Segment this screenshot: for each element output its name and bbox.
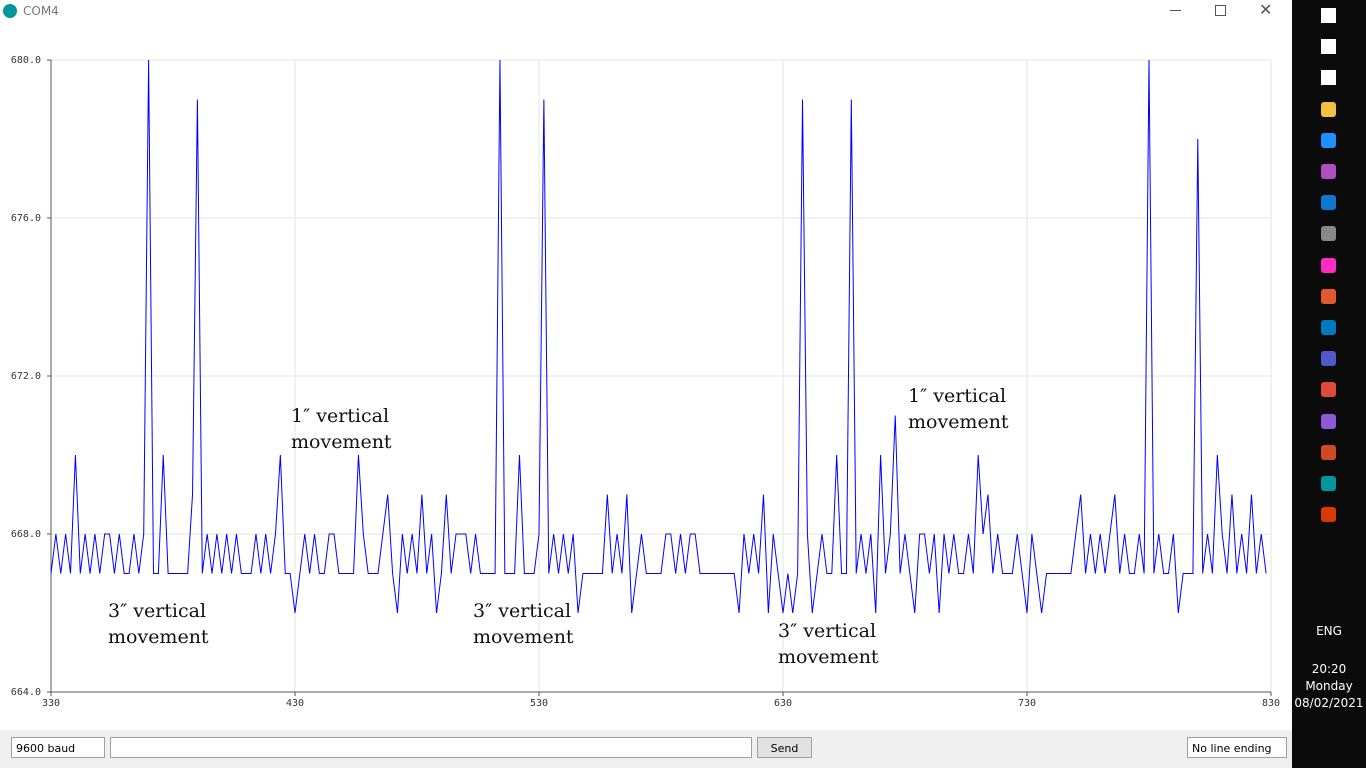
x-tick-label: 630	[774, 698, 792, 709]
annotation: 1″ vertical movement	[291, 405, 392, 453]
annotation: 3″ vertical movement	[473, 600, 574, 648]
clock-date[interactable]: 08/02/2021	[1294, 696, 1364, 710]
taskbar-icon[interactable]	[1321, 382, 1336, 398]
x-tick-label: 530	[530, 698, 548, 709]
y-tick-label: 676.0	[11, 213, 41, 224]
serial-input[interactable]	[110, 737, 752, 758]
minimize[interactable]	[1170, 10, 1181, 11]
taskbar-icon[interactable]	[1321, 507, 1336, 523]
taskbar-icon[interactable]	[1321, 101, 1336, 117]
annotation: 1″ vertical movement	[908, 385, 1009, 433]
taskbar-icon[interactable]	[1321, 320, 1336, 335]
line-ending-select[interactable]: No line ending	[1187, 737, 1287, 758]
restore[interactable]	[1215, 5, 1226, 16]
language[interactable]: ENG	[1316, 624, 1342, 638]
y-tick-label: 672.0	[11, 371, 41, 382]
close[interactable]: ✕	[1259, 0, 1273, 19]
taskbar-icon[interactable]	[1321, 164, 1336, 179]
taskbar-icon[interactable]	[1321, 226, 1336, 242]
taskbar-icon[interactable]	[1321, 257, 1336, 273]
title-bar: COM4 ✕	[0, 0, 1292, 22]
annotation: 3″ vertical movement	[108, 600, 209, 648]
plot: 664.0 668.0 672.0 676.0 680.0 330 430 530 630 730…	[11, 55, 1280, 709]
taskbar-icon[interactable]	[1321, 8, 1336, 23]
x-tick-label: 330	[42, 698, 60, 709]
taskbar-icon[interactable]	[1321, 351, 1336, 367]
clock-day[interactable]: Monday	[1305, 679, 1353, 693]
x-tick-label: 730	[1018, 698, 1036, 709]
clock-time[interactable]: 20:20	[1311, 662, 1347, 676]
taskbar-icon[interactable]	[1321, 132, 1336, 148]
taskbar-icon[interactable]	[1321, 444, 1336, 460]
taskbar-icon[interactable]	[1321, 288, 1336, 304]
send-button[interactable]: Send	[757, 737, 812, 758]
x-tick-label: 430	[286, 698, 304, 709]
taskbar-icon[interactable]	[1321, 39, 1336, 55]
annotation: 3″ vertical movement	[778, 620, 879, 668]
y-tick-label: 664.0	[11, 687, 41, 698]
data-line	[50, 59, 1267, 614]
y-tick-label: 680.0	[11, 55, 41, 66]
x-tick-label: 830	[1262, 698, 1280, 709]
taskbar-icon[interactable]	[1321, 195, 1336, 211]
baud-select[interactable]: 9600 baud	[11, 737, 105, 758]
taskbar-icon[interactable]	[1321, 413, 1336, 429]
taskbar-icon[interactable]	[1321, 70, 1336, 86]
app-icon	[3, 4, 17, 18]
taskbar-icon[interactable]	[1321, 476, 1336, 491]
window-title: COM4	[23, 4, 59, 18]
y-tick-label: 668.0	[11, 529, 41, 540]
